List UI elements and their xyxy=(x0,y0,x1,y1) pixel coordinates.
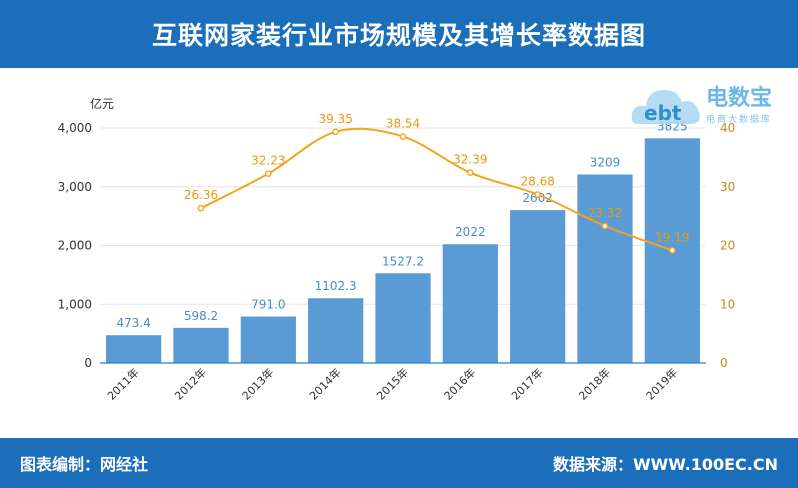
growth-rate-label: 32.39 xyxy=(453,153,487,167)
bar xyxy=(308,298,364,363)
page-title: 互联网家装行业市场规模及其增长率数据图 xyxy=(151,21,646,50)
bar-value-label: 1102.3 xyxy=(315,279,357,293)
bar xyxy=(106,335,162,363)
x-tick-label: 2016年 xyxy=(441,365,478,402)
y-left-tick-label: 2,000 xyxy=(58,239,92,253)
growth-rate-label: 19.19 xyxy=(655,230,689,244)
chart: 0 1,000 2,000 3,000 4,000 0 10 20 30 40 亿元 473.4 201… xyxy=(58,96,736,403)
growth-rate-label: 23.32 xyxy=(588,206,622,220)
bar xyxy=(510,210,566,363)
growth-rate-label: 38.54 xyxy=(386,117,420,131)
y-left-tick-label: 0 xyxy=(84,356,92,370)
y-right-tick-label: 0 xyxy=(720,356,728,370)
y-right-tick-label: 30 xyxy=(720,180,735,194)
bar-value-label: 473.4 xyxy=(116,316,150,330)
growth-rate-point xyxy=(332,128,339,136)
bar xyxy=(173,327,229,363)
bar-value-label: 791.0 xyxy=(251,298,285,312)
growth-rate-label: 28.68 xyxy=(520,175,554,189)
x-tick-label: 2013年 xyxy=(239,365,276,402)
logo-brand-text: 电数宝 xyxy=(706,86,773,111)
x-tick-label: 2014年 xyxy=(306,365,343,402)
x-tick-label: 2019年 xyxy=(643,365,680,402)
x-tick-label: 2011年 xyxy=(104,365,141,402)
bar-value-label: 3209 xyxy=(590,155,621,169)
x-tick-label: 2015年 xyxy=(374,365,411,402)
bar xyxy=(577,174,633,363)
growth-rate-label: 32.23 xyxy=(251,154,285,168)
growth-rate-label: 39.35 xyxy=(318,112,352,126)
y-right-tick-label: 40 xyxy=(720,121,735,135)
bar xyxy=(375,273,431,363)
growth-rate-label: 26.36 xyxy=(184,188,218,202)
footer-credit: 图表编制：网经社 xyxy=(20,455,149,474)
x-tick-label: 2018年 xyxy=(576,365,613,402)
growth-rate-point xyxy=(399,133,407,140)
y-right-tick-label: 10 xyxy=(720,297,735,311)
y-right-tick-label: 20 xyxy=(720,239,735,253)
growth-rate-point xyxy=(197,204,205,212)
growth-rate-point xyxy=(467,169,474,177)
growth-rate-point xyxy=(601,222,609,230)
bar xyxy=(442,244,498,363)
brand-logo: ebt 电数宝 电商大数据库 xyxy=(628,74,788,138)
bar-value-label: 1527.2 xyxy=(382,254,424,268)
footer-bar: 图表编制：网经社 数据来源：WWW.100EC.CN xyxy=(0,438,798,488)
cloud-logo-icon: ebt xyxy=(631,90,700,125)
y-left-tick-label: 1,000 xyxy=(58,297,92,311)
x-tick-label: 2012年 xyxy=(172,365,209,402)
y-axis-unit-label: 亿元 xyxy=(90,96,114,111)
y-left-tick-label: 3,000 xyxy=(58,180,92,194)
x-tick-label: 2017年 xyxy=(508,365,545,402)
bar xyxy=(240,316,296,363)
growth-rate-point xyxy=(534,191,541,198)
bar-value-label: 2022 xyxy=(455,225,486,239)
title-bar: 互联网家装行业市场规模及其增长率数据图 xyxy=(0,0,798,68)
bar-value-label: 2602 xyxy=(522,191,553,205)
growth-rate-point xyxy=(265,170,272,177)
svg-text:ebt: ebt xyxy=(644,101,682,125)
y-left-tick-label: 4,000 xyxy=(58,121,92,135)
growth-rate-point xyxy=(669,246,676,254)
logo-subtitle: 电商大数据库 xyxy=(706,115,773,125)
footer-source: 数据来源：WWW.100EC.CN xyxy=(552,455,778,474)
growth-rate-line xyxy=(200,127,673,252)
bar-value-label: 598.2 xyxy=(184,309,218,323)
